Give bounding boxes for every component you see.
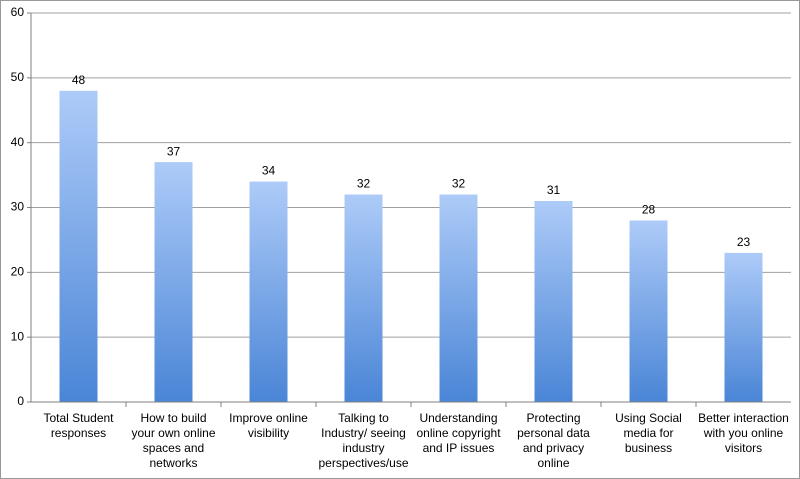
data-label: 32 bbox=[452, 177, 466, 191]
y-tick-label: 60 bbox=[11, 5, 25, 19]
y-tick-label: 50 bbox=[11, 70, 25, 84]
bar bbox=[724, 252, 763, 402]
y-tick-label: 30 bbox=[11, 200, 25, 214]
y-tick-label: 40 bbox=[11, 135, 25, 149]
x-tick-label: Improve online visibility bbox=[229, 411, 308, 440]
x-tick-label: How to build your own online spaces and … bbox=[131, 411, 216, 470]
data-label: 34 bbox=[262, 164, 276, 178]
x-tick-label: Total Student responses bbox=[43, 411, 114, 440]
y-tick-label: 0 bbox=[17, 394, 24, 408]
x-tick-label: Using Social media for business bbox=[615, 411, 682, 455]
data-label: 28 bbox=[642, 203, 656, 217]
x-tick-label: Understanding online copyright and IP is… bbox=[416, 411, 501, 455]
data-label: 31 bbox=[547, 183, 561, 197]
x-tick-label: Protecting personal data and privacy onl… bbox=[517, 411, 590, 470]
y-tick-label: 20 bbox=[11, 265, 25, 279]
x-tick-label: Talking to Industry/ seeing industry per… bbox=[318, 411, 409, 470]
data-label: 48 bbox=[72, 73, 86, 87]
bar bbox=[439, 194, 478, 402]
data-label: 37 bbox=[167, 144, 181, 158]
data-label: 32 bbox=[357, 177, 371, 191]
x-tick-label: Better interaction with you online visit… bbox=[698, 411, 789, 455]
bar bbox=[59, 90, 98, 403]
bar bbox=[344, 194, 383, 402]
bar bbox=[629, 220, 668, 402]
y-tick-label: 10 bbox=[11, 329, 25, 343]
bar bbox=[534, 201, 573, 402]
data-label: 23 bbox=[737, 235, 751, 249]
bar bbox=[154, 162, 193, 402]
bar bbox=[249, 181, 288, 402]
